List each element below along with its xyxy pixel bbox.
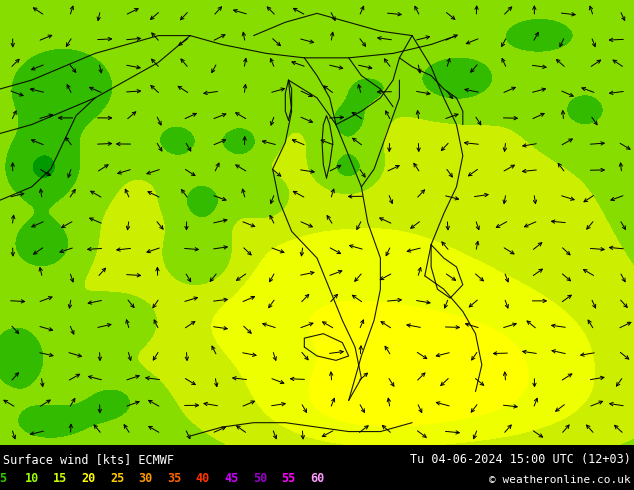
- Text: 5: 5: [0, 472, 7, 486]
- Text: 10: 10: [25, 472, 39, 486]
- Text: 50: 50: [253, 472, 267, 486]
- Text: 30: 30: [139, 472, 153, 486]
- Text: 45: 45: [224, 472, 238, 486]
- Text: 60: 60: [310, 472, 324, 486]
- Text: 35: 35: [167, 472, 181, 486]
- Text: Surface wind [kts] ECMWF: Surface wind [kts] ECMWF: [3, 453, 174, 466]
- Text: 55: 55: [281, 472, 295, 486]
- Text: 15: 15: [53, 472, 67, 486]
- Text: 40: 40: [196, 472, 210, 486]
- Text: 25: 25: [110, 472, 124, 486]
- Text: 20: 20: [82, 472, 96, 486]
- Text: Tu 04-06-2024 15:00 UTC (12+03): Tu 04-06-2024 15:00 UTC (12+03): [410, 453, 631, 466]
- Text: © weatheronline.co.uk: © weatheronline.co.uk: [489, 475, 631, 486]
